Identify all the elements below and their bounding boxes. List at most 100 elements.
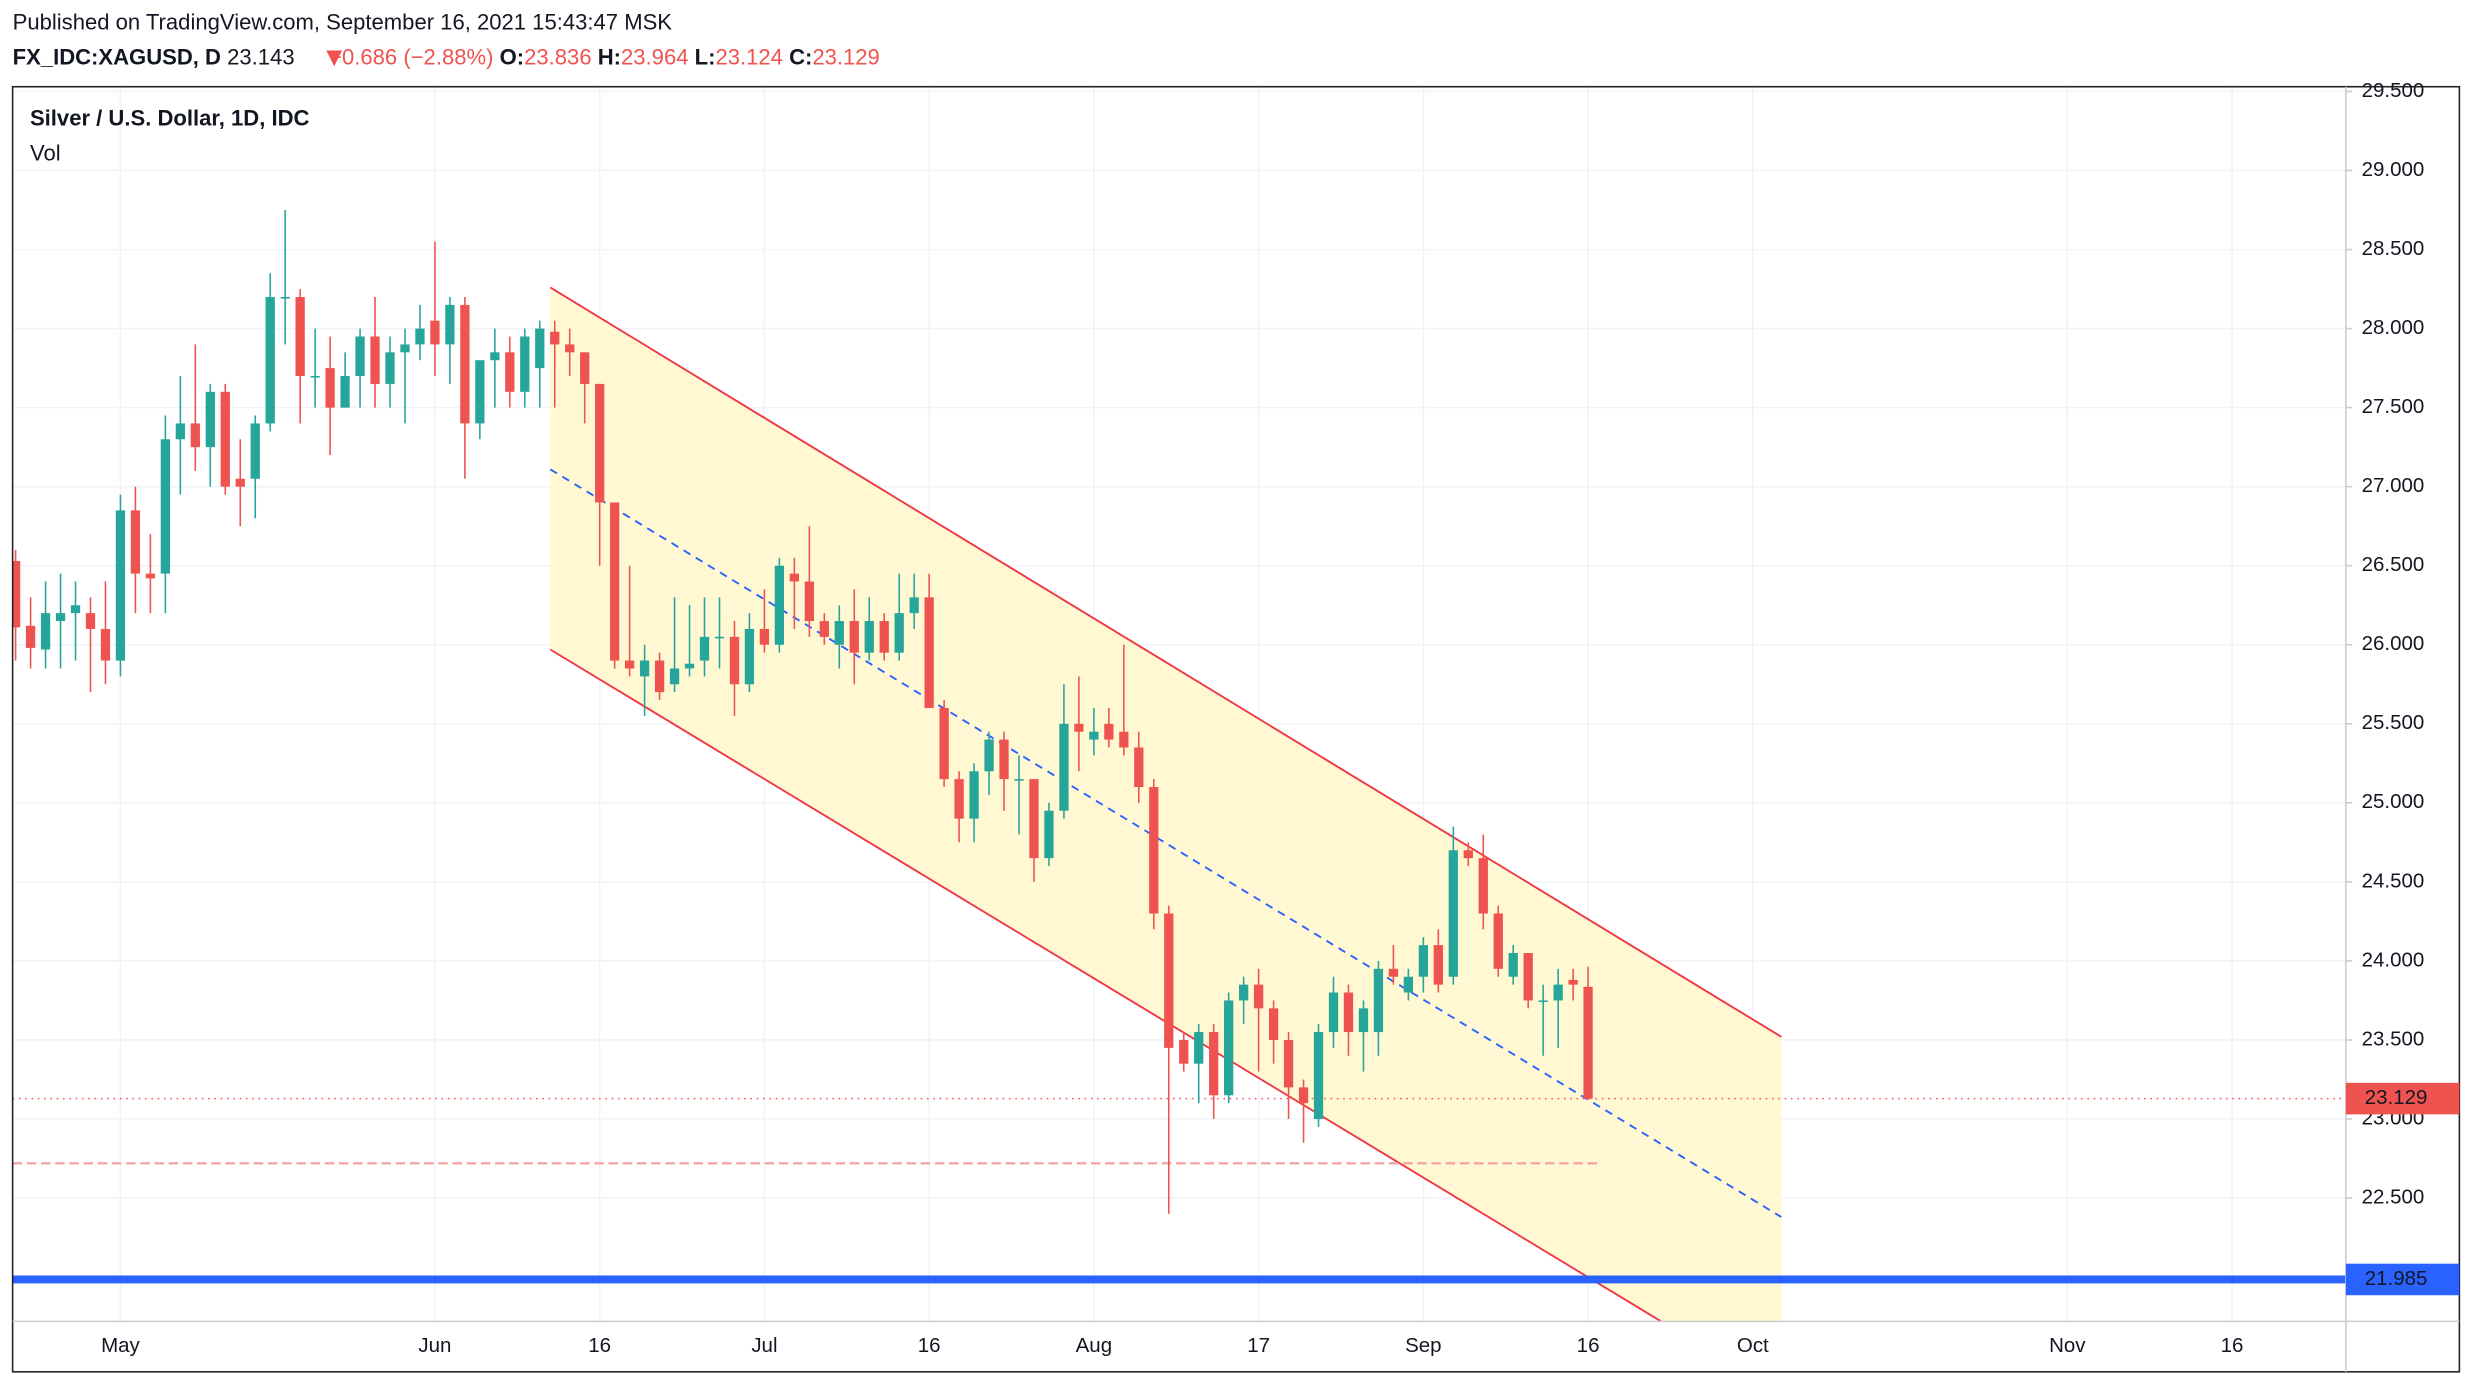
candle-body bbox=[714, 636, 725, 639]
y-tick-label: 26.500 bbox=[2362, 553, 2425, 576]
candle-body bbox=[430, 320, 440, 345]
candle-body bbox=[1298, 1087, 1309, 1104]
candle-body bbox=[774, 565, 785, 645]
candle-body bbox=[999, 739, 1009, 780]
candle-body bbox=[939, 707, 949, 780]
candle-body bbox=[535, 328, 545, 369]
x-tick-label: Jun bbox=[418, 1334, 451, 1357]
x-tick-label: Sep bbox=[1405, 1334, 1441, 1357]
candle-body bbox=[1268, 1008, 1279, 1040]
candle-body bbox=[565, 344, 575, 353]
candle-body bbox=[490, 352, 500, 361]
candle-body bbox=[804, 581, 814, 622]
y-tick-label: 25.500 bbox=[2362, 711, 2425, 734]
y-tick-label: 27.500 bbox=[2362, 395, 2425, 418]
candle-body bbox=[1358, 1008, 1369, 1033]
x-tick-label: May bbox=[101, 1334, 140, 1357]
candle-body bbox=[984, 739, 994, 772]
candle-body bbox=[460, 304, 470, 424]
low-value: 23.124 bbox=[715, 44, 782, 69]
y-tick-label: 25.000 bbox=[2362, 790, 2425, 813]
candle-body bbox=[849, 621, 859, 653]
candle-body bbox=[1209, 1032, 1219, 1096]
candle-body bbox=[340, 376, 350, 408]
candle-body bbox=[610, 502, 620, 661]
candle-body bbox=[744, 628, 755, 685]
y-tick-label: 29.500 bbox=[2362, 79, 2425, 102]
candle-body bbox=[1089, 731, 1099, 740]
candle-body bbox=[85, 613, 96, 629]
candle-body bbox=[25, 625, 36, 648]
candle-body bbox=[759, 628, 770, 645]
channel-fill bbox=[550, 287, 1782, 1322]
y-tick-label: 28.500 bbox=[2362, 237, 2425, 260]
candle-body bbox=[295, 296, 305, 377]
candle-body bbox=[1493, 913, 1503, 969]
candle-body bbox=[1134, 747, 1144, 788]
price-label: 21.985 bbox=[2365, 1267, 2428, 1290]
candle-body bbox=[1478, 858, 1488, 914]
candle-body bbox=[1074, 723, 1084, 732]
candle-body bbox=[1119, 731, 1129, 748]
candle-body bbox=[1014, 779, 1024, 781]
y-tick-label: 24.500 bbox=[2362, 869, 2425, 892]
y-tick-label: 27.000 bbox=[2362, 474, 2425, 497]
low-label: L: bbox=[695, 44, 716, 69]
candle-body bbox=[325, 368, 335, 408]
candle-body bbox=[819, 621, 829, 637]
candle-body bbox=[1238, 984, 1249, 1001]
candle-body bbox=[12, 560, 21, 628]
candle-body bbox=[669, 668, 680, 685]
high-label: H: bbox=[598, 44, 621, 69]
high-value: 23.964 bbox=[621, 44, 688, 69]
x-tick-label: Aug bbox=[1076, 1334, 1112, 1357]
candle-body bbox=[1313, 1032, 1324, 1120]
candle-body bbox=[1388, 968, 1399, 977]
candle-body bbox=[1179, 1039, 1189, 1064]
header-line: FX_IDC:XAGUSD, D 23.143 −0.686 (−2.88%) … bbox=[13, 44, 880, 69]
candle-body bbox=[729, 636, 740, 685]
axes: 22.50023.00023.50024.00024.50025.00025.5… bbox=[101, 79, 2460, 1357]
candle-body bbox=[1149, 787, 1159, 914]
candle-body bbox=[1418, 945, 1428, 977]
change: −0.686 (−2.88%) bbox=[329, 44, 493, 69]
candle-body bbox=[864, 621, 874, 653]
candle-body bbox=[580, 352, 590, 384]
candle-body bbox=[595, 383, 605, 503]
candle-body bbox=[924, 597, 934, 708]
candle-body bbox=[160, 439, 171, 574]
candle-body bbox=[310, 376, 320, 378]
plot-area bbox=[12, 86, 2346, 1322]
candle-body bbox=[280, 296, 290, 299]
candle-body bbox=[1463, 850, 1473, 859]
candle-body bbox=[909, 597, 919, 614]
published: Published on TradingView.com, September … bbox=[13, 9, 673, 34]
candle-body bbox=[684, 663, 695, 669]
y-tick-label: 24.000 bbox=[2362, 948, 2425, 971]
open-label: O: bbox=[500, 44, 525, 69]
candle-body bbox=[1224, 1000, 1234, 1096]
candle-body bbox=[250, 423, 260, 479]
candle-body bbox=[370, 336, 380, 384]
y-tick-label: 26.000 bbox=[2362, 632, 2425, 655]
x-tick-label: 16 bbox=[1577, 1334, 1600, 1357]
candle-body bbox=[70, 605, 81, 614]
x-tick-label: Oct bbox=[1737, 1334, 1769, 1357]
candle-body bbox=[220, 391, 230, 487]
candle-body bbox=[1538, 1000, 1548, 1003]
candle-body bbox=[834, 621, 844, 645]
candle-body bbox=[1373, 968, 1384, 1033]
candle-body bbox=[789, 573, 800, 582]
candle-body bbox=[1044, 810, 1054, 859]
candle-body bbox=[1508, 953, 1518, 977]
close-label: C: bbox=[789, 44, 812, 69]
candle-body bbox=[1583, 986, 1593, 1099]
candle-body bbox=[265, 296, 275, 424]
y-tick-label: 22.500 bbox=[2362, 1185, 2425, 1208]
candle-body bbox=[190, 423, 200, 448]
candle-body bbox=[550, 331, 560, 345]
price-label-box bbox=[2345, 1263, 2460, 1296]
candle-body bbox=[235, 478, 245, 487]
